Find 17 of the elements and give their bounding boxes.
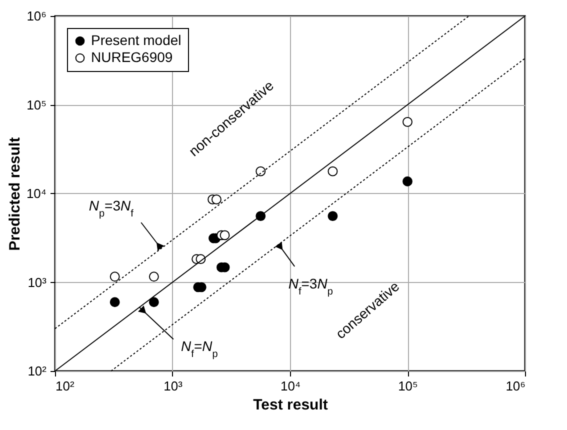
legend-label: Present model — [91, 32, 182, 48]
y-tick-label: 10⁶ — [26, 8, 46, 24]
x-tick-label: 10⁵ — [398, 378, 418, 394]
x-tick-label: 10³ — [164, 378, 184, 394]
x-tick-label: 10⁴ — [280, 378, 301, 394]
x-tick-label: 10⁶ — [506, 378, 526, 394]
x-axis-title: Test result — [253, 396, 328, 414]
y-tick-label: 10⁴ — [26, 186, 46, 201]
annotation: N$_{f}$=N$_{p}$ — [181, 338, 218, 360]
y-tick-label: 10⁵ — [26, 97, 46, 112]
x-tick-label: 10² — [56, 378, 75, 394]
y-tick-label: 10³ — [28, 274, 48, 290]
annotation: N$_{f}$=3N$_{p}$ — [288, 275, 334, 297]
y-axis-title: Predicted result — [6, 137, 24, 251]
y-tick-label: 10² — [28, 364, 48, 378]
legend-label: NUREG6909 — [91, 49, 173, 65]
annotation: N$_{p}$=3N$_{f}$ — [88, 198, 134, 220]
